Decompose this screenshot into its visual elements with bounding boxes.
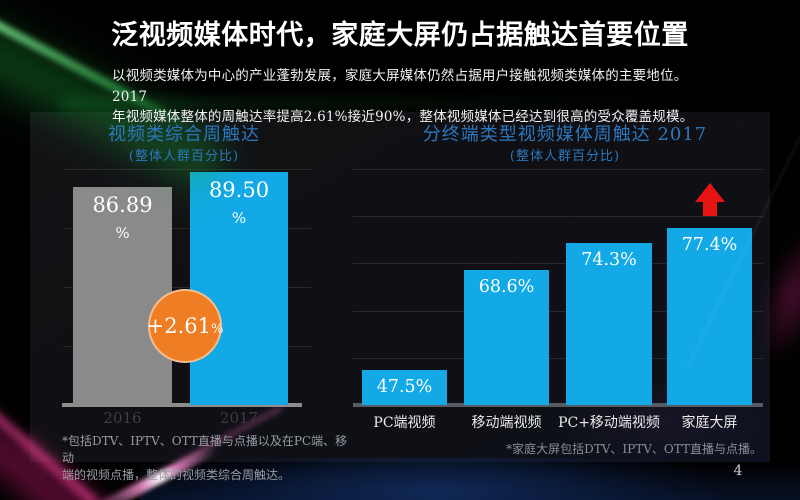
bar-value-label: 47.5% [376,377,433,397]
gridline [353,169,763,170]
left-footnote-line-1: *包括DTV、IPTV、OTT直播与点播以及在PC端、移动 [62,434,348,465]
delta-badge: +2.61 % [146,289,224,363]
right-chart-footnote: *家庭大屏包括DTV、IPTV、OTT直播与点播。 [506,442,762,456]
arrow-head [695,183,725,202]
bar [73,187,172,405]
right-chart-subtitle: (整体人群百分比) [509,149,621,164]
x-axis-label: PC+移动端视频 [558,415,660,431]
page-number: 4 [733,463,743,479]
intro-line-1: 以视频类媒体为中心的产业蓬勃发展，家庭大屏媒体仍然占据用户接触视频类媒体的主要地… [112,68,688,105]
delta-value: +2.61 [146,314,211,338]
bar-value-label: 89.50 [208,178,270,202]
arrow-stem [703,202,717,216]
gridline [63,169,311,170]
bar-value-label: 74.3% [581,250,637,270]
left-chart-subtitle: (整体人群百分比) [128,149,240,164]
bar-value-suffix: % [231,209,247,227]
x-axis-label: 移动端视频 [471,415,542,431]
increase-arrow-icon [695,183,725,216]
slide-title: 泛视频媒体时代，家庭大屏仍占据触达首要位置 [111,20,689,51]
left-footnote-line-2: 端的视频点播，整体的视频类综合周触达。 [62,468,291,482]
x-axis-label: 2017 [219,409,259,427]
x-axis-label: 家庭大屏 [681,415,738,431]
x-axis-label: PC端视频 [373,415,436,431]
bar-value-label: 68.6% [478,277,535,297]
magenta-right-glow [745,219,800,371]
x-axis-label: 2016 [103,409,142,427]
delta-percent-sign: % [211,321,224,337]
bar-value-label: 86.89 [92,193,153,217]
bar-value-suffix: % [115,224,130,242]
left-chart-title: 视频类综合周触达 [108,124,260,145]
intro-paragraph: 以视频类媒体为中心的产业蓬勃发展，家庭大屏媒体仍然占据用户接触视频类媒体的主要地… [112,66,712,128]
gridline [353,216,763,218]
right-chart-title: 分终端类型视频媒体周触达 2017 [422,124,708,145]
left-chart-footnote: *包括DTV、IPTV、OTT直播与点播以及在PC端、移动 端的视频点播，整体的… [62,433,352,484]
bar [190,172,288,405]
bar-value-label: 77.4% [681,235,738,255]
